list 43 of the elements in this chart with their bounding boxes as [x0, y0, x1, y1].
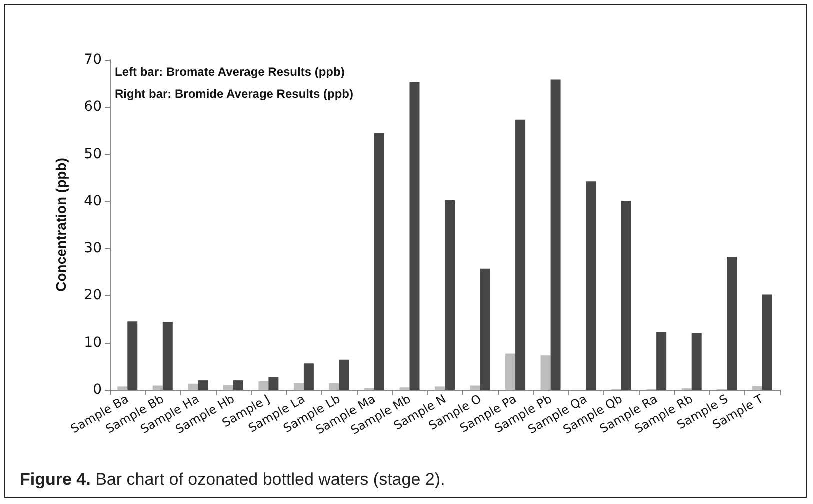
bar	[258, 382, 269, 390]
y-tick-label: 50	[84, 146, 102, 162]
bar	[118, 386, 128, 390]
y-tick-label: 60	[84, 99, 102, 116]
bar	[435, 386, 445, 390]
y-tick-label: 70	[84, 52, 102, 68]
bar	[410, 82, 420, 390]
bar	[470, 386, 480, 390]
y-tick-label: 40	[84, 193, 102, 210]
y-tick-label: 0	[93, 382, 102, 398]
bar	[339, 360, 350, 390]
caption: Figure 4. Bar chart of ozonated bottled waters (stage 2).	[20, 470, 446, 490]
bar	[586, 182, 596, 390]
y-tick-label: 10	[84, 334, 102, 351]
bar	[480, 268, 490, 390]
bar	[329, 383, 340, 390]
bar	[506, 354, 516, 390]
bar	[162, 322, 173, 390]
bar	[692, 333, 702, 390]
bar	[752, 386, 762, 390]
bar	[374, 134, 384, 390]
y-tick-label: 30	[84, 240, 102, 257]
bar	[304, 364, 314, 390]
y-tick-label: 20	[84, 288, 102, 304]
bar	[656, 332, 667, 390]
bar	[188, 384, 198, 390]
bar	[762, 294, 772, 390]
annotation: Left bar: Bromate Average Results (ppb)	[115, 65, 345, 79]
annotation: Right bar: Bromide Average Results (ppb)	[115, 87, 354, 101]
bar	[621, 200, 632, 390]
bar	[223, 385, 234, 390]
bar	[233, 380, 244, 390]
bar	[128, 322, 138, 390]
bar	[727, 257, 738, 390]
bar	[152, 386, 163, 390]
bar	[516, 120, 526, 390]
y-axis-title: Concentration (ppb)	[53, 158, 69, 292]
bar	[445, 200, 455, 390]
bar	[268, 377, 279, 390]
bar	[294, 383, 304, 390]
bar	[198, 380, 208, 390]
bar	[550, 80, 561, 390]
bar	[540, 356, 551, 390]
